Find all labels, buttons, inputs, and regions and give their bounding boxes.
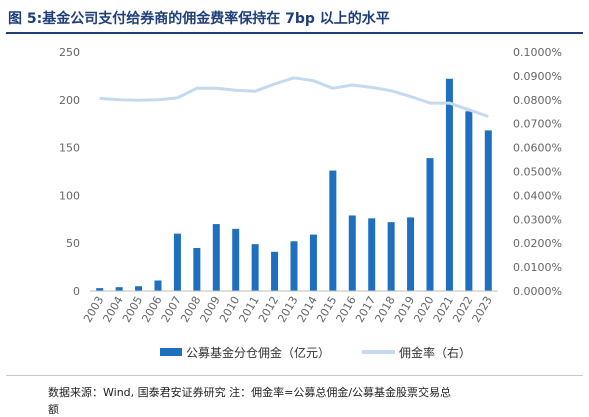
left-axis-tick-label: 250 [59, 46, 80, 59]
right-axis-tick-label: 0.0200% [513, 237, 562, 250]
bar [193, 247, 201, 291]
bar [465, 111, 473, 291]
left-axis-tick-label: 200 [59, 94, 80, 107]
bar [484, 130, 492, 291]
right-axis-tick-label: 0.0800% [513, 94, 562, 107]
right-axis-tick-label: 0.0600% [513, 142, 562, 155]
bar [329, 170, 337, 291]
x-axis-ticks: 2003200420052006200720082009201020112012… [81, 294, 495, 325]
bar [445, 78, 453, 291]
bar [309, 234, 317, 291]
bar [348, 215, 356, 291]
right-axis-tick-label: 0.0900% [513, 70, 562, 83]
bar [251, 244, 259, 291]
right-axis-tick-label: 0.0500% [513, 166, 562, 179]
chart-title: 图 5:基金公司支付给券商的佣金费率保持在 7bp 以上的水平 [8, 11, 390, 27]
bar [271, 251, 279, 291]
bar [96, 288, 104, 291]
bar [426, 158, 434, 291]
title-bar: 图 5:基金公司支付给券商的佣金费率保持在 7bp 以上的水平 [6, 2, 583, 34]
bar [135, 286, 143, 291]
bar [212, 224, 220, 291]
left-axis-tick-label: 50 [66, 237, 80, 250]
left-axis-tick-label: 100 [59, 189, 80, 202]
bar [290, 241, 298, 291]
right-axis-tick-label: 0.0000% [513, 285, 562, 298]
bar [387, 222, 395, 291]
legend-line-label: 佣金率（右） [399, 345, 471, 360]
bar [368, 218, 376, 291]
legend-bar-swatch [160, 348, 182, 356]
right-axis-tick-label: 0.1000% [513, 46, 562, 59]
bar [154, 280, 162, 291]
footer-divider [6, 375, 583, 376]
bar [232, 228, 240, 291]
right-axis-tick-label: 0.0300% [513, 213, 562, 226]
bar-series [96, 78, 492, 291]
bar [407, 217, 415, 291]
line-series-path [99, 76, 489, 118]
bar [173, 233, 181, 291]
legend-bar-label: 公募基金分仓佣金（亿元） [186, 345, 330, 360]
right-axis-ticks: 0.0000% 0.0100% 0.0200% 0.0300% 0.0400% 0.050… [513, 46, 562, 298]
source-note: 数据来源：Wind, 国泰君安证券研究 注：佣金率=公募总佣金/公募基金股票交易… [48, 386, 452, 399]
bar [115, 287, 123, 291]
left-axis-tick-label: 0 [73, 285, 80, 298]
right-axis-tick-label: 0.0400% [513, 189, 562, 202]
right-axis-tick-label: 0.0100% [513, 261, 562, 274]
left-axis-ticks: 0 50 100 150 200 250 [59, 46, 80, 298]
right-axis-tick-label: 0.0700% [513, 118, 562, 131]
line-series [99, 76, 489, 118]
left-axis-tick-label: 150 [59, 142, 80, 155]
source-note-continued: 额 [48, 403, 59, 416]
x-axis-tick-label: 2023 [470, 294, 495, 325]
legend: 公募基金分仓佣金（亿元） 佣金率（右） [160, 345, 471, 360]
